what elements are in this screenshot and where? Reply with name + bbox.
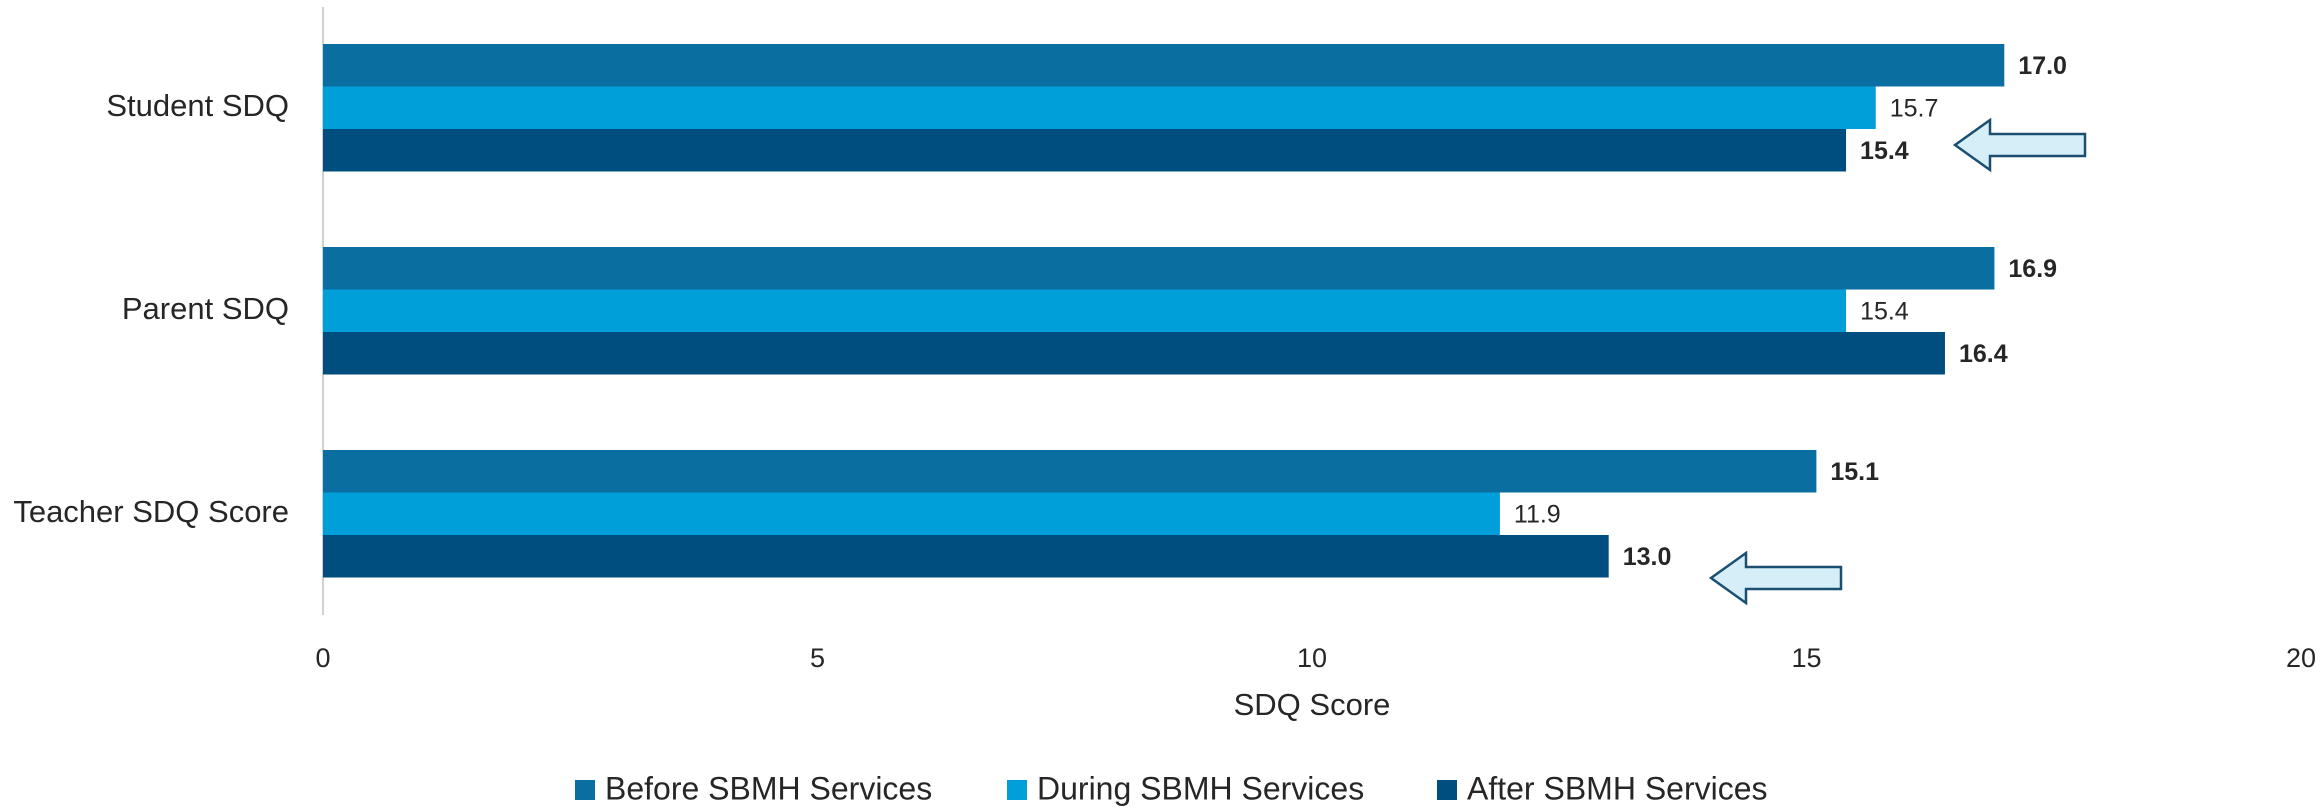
legend-label: After SBMH Services [1467, 770, 1768, 806]
value-label: 16.4 [1959, 340, 2008, 368]
annotation-arrow [1952, 117, 2087, 173]
legend-swatch [575, 780, 595, 800]
bar [323, 44, 2005, 87]
x-tick-label: 10 [1297, 643, 1327, 673]
bar [323, 450, 1817, 493]
category-label: Student SDQ [106, 88, 289, 123]
legend-swatch [1437, 780, 1457, 800]
legend-label: Before SBMH Services [605, 770, 932, 806]
legend-label: During SBMH Services [1037, 770, 1364, 806]
bar [323, 332, 1945, 375]
value-label: 17.0 [2018, 52, 2067, 80]
value-label: 13.0 [1623, 543, 1672, 571]
x-axis-title: SDQ Score [1234, 687, 1391, 722]
bar [323, 535, 1609, 578]
annotation-arrow [1708, 550, 1843, 606]
bar [323, 129, 1847, 172]
value-label: 15.7 [1890, 94, 1939, 122]
value-label: 15.4 [1860, 137, 1909, 165]
x-tick-label: 5 [810, 643, 825, 673]
legend-swatch [1007, 780, 1027, 800]
value-label: 15.4 [1860, 297, 1909, 325]
x-tick-label: 20 [2286, 643, 2316, 673]
x-tick-label: 15 [1791, 643, 1821, 673]
value-label: 11.9 [1514, 500, 1561, 528]
value-label: 16.9 [2008, 255, 2057, 283]
category-label: Teacher SDQ Score [13, 494, 289, 529]
bar [323, 289, 1847, 332]
bar [323, 492, 1500, 535]
category-label: Parent SDQ [122, 291, 289, 326]
x-tick-label: 0 [315, 643, 330, 673]
bar [323, 247, 1995, 290]
value-label: 15.1 [1830, 458, 1879, 486]
bar [323, 86, 1876, 129]
